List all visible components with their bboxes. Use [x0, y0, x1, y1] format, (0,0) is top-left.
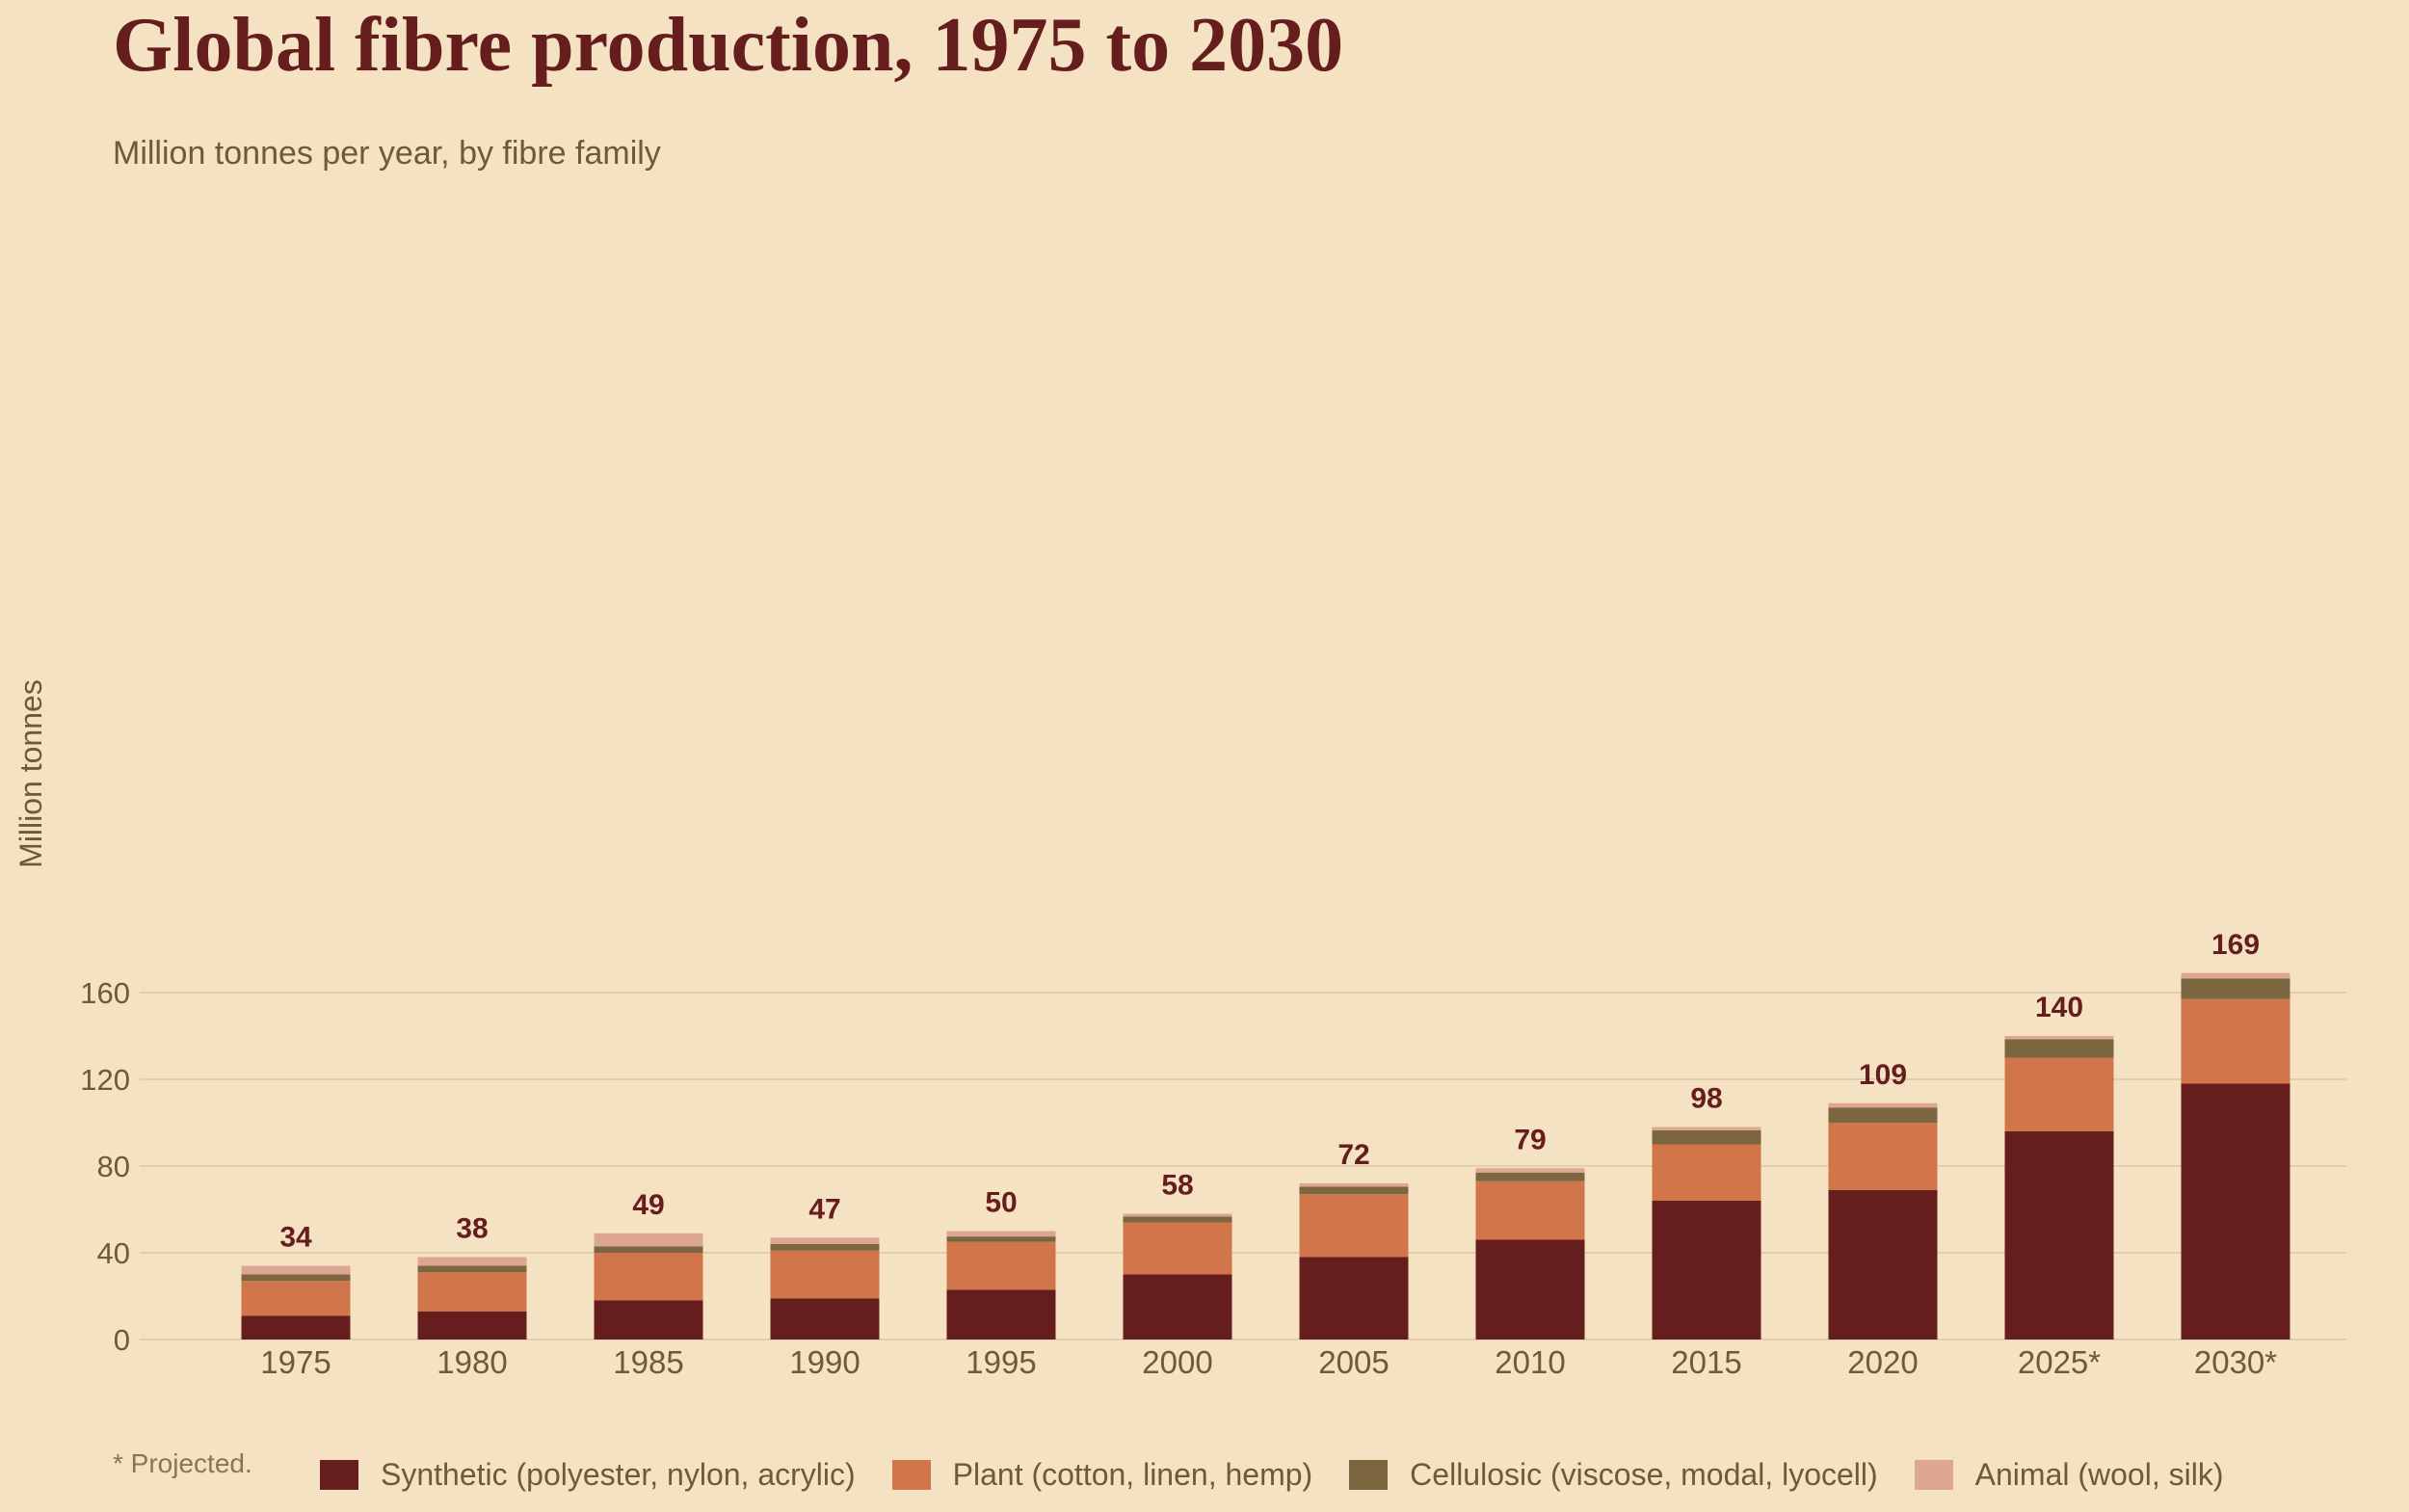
x-tick-label-2030: 2030* — [2194, 1344, 2277, 1380]
projection-footnote: * Projected. — [113, 1448, 252, 1478]
bar-segment-2025-cellulosic — [2004, 1039, 2114, 1058]
bar-segment-1995-animal — [946, 1231, 1056, 1237]
bar-segment-2025-animal — [2004, 1036, 2114, 1040]
x-tick-label-1995: 1995 — [966, 1344, 1036, 1380]
legend-swatch-animal — [1914, 1460, 1953, 1490]
x-tick-label-2020: 2020 — [1847, 1344, 1918, 1380]
bar-segment-1995-synthetic — [946, 1289, 1056, 1340]
y-tick-label-80: 80 — [97, 1150, 130, 1183]
y-tick-label-160: 160 — [80, 976, 130, 1010]
total-label-1975: 34 — [279, 1222, 312, 1254]
bar-segment-2000-cellulosic — [1123, 1216, 1232, 1223]
x-tick-label-1985: 1985 — [613, 1344, 683, 1380]
bar-segment-2000-animal — [1123, 1213, 1232, 1217]
x-tick-label-2025: 2025* — [2018, 1344, 2101, 1380]
bar-segment-1995-plant — [946, 1241, 1056, 1290]
bar-segment-2000-plant — [1123, 1222, 1232, 1275]
bar-segment-2020-synthetic — [1828, 1189, 1938, 1340]
total-label-2020: 109 — [1859, 1059, 1907, 1091]
bar-segment-2000-synthetic — [1123, 1274, 1232, 1340]
legend-item-animal: Animal (wool, silk) — [1914, 1457, 2224, 1493]
total-label-2005: 72 — [1337, 1139, 1369, 1171]
bar-segment-1990-plant — [770, 1250, 880, 1299]
bar-segment-2030-animal — [2181, 972, 2290, 979]
legend-label-cellulosic: Cellulosic (viscose, modal, lyocell) — [1410, 1457, 1878, 1492]
bar-segment-2020-plant — [1828, 1123, 1938, 1190]
bar-segment-1995-cellulosic — [946, 1236, 1056, 1242]
bar-segment-1980-synthetic — [417, 1311, 527, 1340]
bar-segment-1985-plant — [594, 1253, 703, 1301]
x-tick-label-2000: 2000 — [1142, 1344, 1212, 1380]
chart-title: Global fibre production, 1975 to 2030 — [113, 3, 1344, 88]
x-tick-label-2005: 2005 — [1318, 1344, 1389, 1380]
total-label-1995: 50 — [985, 1187, 1017, 1219]
bar-segment-2005-cellulosic — [1299, 1186, 1409, 1195]
legend-label-synthetic: Synthetic (polyester, nylon, acrylic) — [381, 1457, 856, 1492]
bar-segment-1975-cellulosic — [241, 1274, 351, 1282]
x-tick-label-1990: 1990 — [789, 1344, 860, 1380]
y-tick-label-120: 120 — [80, 1063, 130, 1097]
y-tick-label-0: 0 — [114, 1323, 130, 1357]
bar-segment-2015-synthetic — [1652, 1201, 1761, 1340]
bar-segment-1990-synthetic — [770, 1298, 880, 1340]
bar-segment-2015-animal — [1652, 1127, 1761, 1130]
bar-segment-1985-synthetic — [594, 1300, 703, 1340]
legend-label-plant: Plant (cotton, linen, hemp) — [952, 1457, 1313, 1492]
bar-segment-2010-plant — [1475, 1180, 1585, 1240]
legend-item-synthetic: Synthetic (polyester, nylon, acrylic) — [320, 1457, 856, 1493]
bar-segment-2025-plant — [2004, 1057, 2114, 1131]
bar-segment-2030-plant — [2181, 998, 2290, 1084]
y-tick-label-40: 40 — [97, 1236, 130, 1270]
bar-segment-2005-plant — [1299, 1194, 1409, 1258]
bar-segment-1990-cellulosic — [770, 1244, 880, 1251]
total-label-1990: 47 — [808, 1193, 840, 1225]
bar-segment-2015-plant — [1652, 1144, 1761, 1201]
bar-segment-1985-cellulosic — [594, 1246, 703, 1253]
total-label-2010: 79 — [1514, 1124, 1546, 1155]
y-axis-label: Million tonnes — [13, 679, 48, 868]
legend: Synthetic (polyester, nylon, acrylic) Pl… — [320, 1457, 2260, 1493]
legend-item-plant: Plant (cotton, linen, hemp) — [891, 1457, 1313, 1493]
bar-segment-1980-animal — [417, 1257, 527, 1266]
x-tick-label-2015: 2015 — [1671, 1344, 1741, 1380]
legend-label-animal: Animal (wool, silk) — [1974, 1457, 2224, 1492]
legend-swatch-synthetic — [320, 1460, 358, 1490]
legend-swatch-plant — [891, 1460, 931, 1490]
x-tick-label-1980: 1980 — [437, 1344, 507, 1380]
total-label-1985: 49 — [632, 1189, 664, 1221]
bar-segment-1975-animal — [241, 1265, 351, 1275]
bar-segment-1985-animal — [594, 1233, 703, 1247]
bar-segment-2005-animal — [1299, 1183, 1409, 1187]
bar-segment-1980-cellulosic — [417, 1265, 527, 1273]
x-tick-label-2010: 2010 — [1495, 1344, 1565, 1380]
bar-segment-2010-cellulosic — [1475, 1172, 1585, 1181]
bar-segment-2020-cellulosic — [1828, 1107, 1938, 1123]
bar-segment-2020-animal — [1828, 1102, 1938, 1108]
chart-subtitle: Million tonnes per year, by fibre family — [113, 135, 661, 172]
x-tick-label-1975: 1975 — [260, 1344, 331, 1380]
legend-item-cellulosic: Cellulosic (viscose, modal, lyocell) — [1349, 1457, 1878, 1493]
total-label-2000: 58 — [1161, 1170, 1193, 1202]
bar-segment-2010-synthetic — [1475, 1239, 1585, 1340]
total-label-2015: 98 — [1690, 1083, 1722, 1115]
bar-segment-2025-synthetic — [2004, 1131, 2114, 1340]
bar-segment-1980-plant — [417, 1272, 527, 1312]
total-label-2030: 169 — [2211, 929, 2260, 961]
legend-swatch-cellulosic — [1349, 1460, 1389, 1490]
bar-segment-1975-plant — [241, 1281, 351, 1316]
bar-segment-1975-synthetic — [241, 1315, 351, 1340]
bar-segment-2015-cellulosic — [1652, 1129, 1761, 1145]
bar-segment-2030-synthetic — [2181, 1083, 2290, 1340]
bar-segment-2010-animal — [1475, 1168, 1585, 1173]
total-label-1980: 38 — [456, 1213, 488, 1245]
bar-segment-2005-synthetic — [1299, 1257, 1409, 1340]
bar-segment-1990-animal — [770, 1237, 880, 1244]
total-label-2025: 140 — [2035, 992, 2083, 1023]
bar-segment-2030-cellulosic — [2181, 978, 2290, 999]
